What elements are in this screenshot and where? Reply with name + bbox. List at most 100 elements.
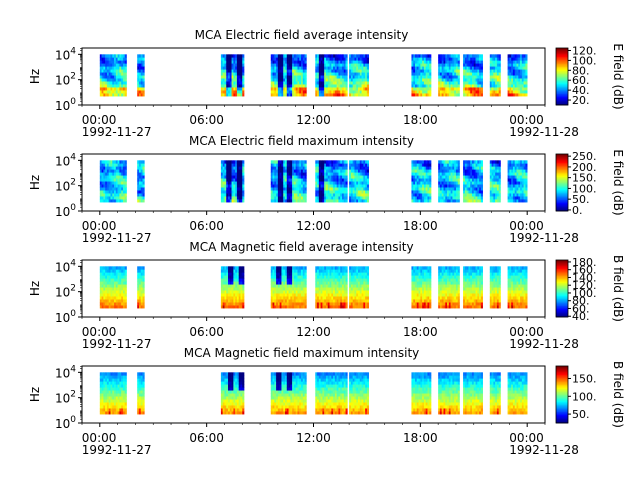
heatmap-cell xyxy=(475,81,478,85)
heatmap-cell xyxy=(286,193,289,197)
heatmap-cell xyxy=(124,305,127,309)
heatmap-cell xyxy=(121,169,124,173)
heatmap-cell xyxy=(142,184,145,188)
heatmap-cell xyxy=(455,175,459,179)
heatmap-cell xyxy=(242,275,245,279)
heatmap-cell xyxy=(231,193,234,197)
heatmap-cell xyxy=(119,184,122,188)
panel-title: MCA Magnetic field average intensity xyxy=(189,240,413,254)
heatmap-cell xyxy=(438,160,441,164)
heatmap-cell xyxy=(327,163,330,167)
heatmap-cell xyxy=(425,81,428,85)
heatmap-cell xyxy=(276,78,279,82)
heatmap-cell xyxy=(231,305,234,309)
colorbar-step xyxy=(556,193,568,196)
colorbar-step xyxy=(556,93,568,96)
heatmap-cell xyxy=(105,305,108,309)
heatmap-cell xyxy=(240,272,243,276)
heatmap-cell xyxy=(110,163,113,167)
heatmap-cell xyxy=(352,166,355,170)
heatmap-cell xyxy=(242,184,245,188)
heatmap-cell xyxy=(366,187,369,191)
heatmap-cell xyxy=(272,175,275,179)
heatmap-cell xyxy=(121,78,124,82)
heatmap-cell xyxy=(496,199,499,203)
heatmap-cell xyxy=(495,90,498,94)
heatmap-cell xyxy=(479,199,482,203)
heatmap-cell xyxy=(124,66,127,70)
heatmap-cell xyxy=(438,178,441,182)
heatmap-cell xyxy=(336,187,339,191)
heatmap-cell xyxy=(233,93,236,97)
heatmap-cell xyxy=(327,302,330,306)
heatmap-cell xyxy=(498,199,501,203)
heatmap-cell xyxy=(509,178,512,182)
heatmap-cell xyxy=(226,272,229,276)
heatmap-cell xyxy=(276,84,279,88)
heatmap-cell xyxy=(236,90,240,94)
heatmap-cell xyxy=(137,299,140,303)
heatmap-cell xyxy=(122,199,126,203)
heatmap-cell xyxy=(103,69,106,73)
heatmap-cell xyxy=(293,172,296,176)
heatmap-cell xyxy=(331,187,334,191)
heatmap-cell xyxy=(356,193,359,197)
heatmap-cell xyxy=(106,275,110,279)
heatmap-cell xyxy=(457,78,460,82)
heatmap-cell xyxy=(301,187,304,191)
heatmap-cell xyxy=(457,160,460,164)
heatmap-cell xyxy=(297,57,300,61)
heatmap-cell xyxy=(471,84,475,88)
heatmap-cell xyxy=(137,281,140,285)
heatmap-cell xyxy=(297,78,300,82)
heatmap-cell xyxy=(507,81,510,85)
heatmap-cell xyxy=(413,54,416,58)
heatmap-cell xyxy=(468,172,471,176)
heatmap-cell xyxy=(315,72,318,76)
heatmap-cell xyxy=(345,284,348,288)
heatmap-cell xyxy=(124,78,127,82)
heatmap-cell xyxy=(507,72,510,76)
heatmap-cell xyxy=(324,78,327,82)
heatmap-cell xyxy=(110,293,113,297)
heatmap-cell xyxy=(468,93,471,97)
heatmap-cell xyxy=(455,60,459,64)
heatmap-cell xyxy=(491,181,494,185)
heatmap-cell xyxy=(479,69,482,73)
heatmap-cell xyxy=(352,184,355,188)
heatmap-cell xyxy=(233,163,236,167)
heatmap-cell xyxy=(511,169,514,173)
heatmap-cell xyxy=(276,175,279,179)
heatmap-cell xyxy=(512,87,516,91)
heatmap-cell xyxy=(333,72,336,76)
heatmap-cell xyxy=(220,287,223,291)
heatmap-cell xyxy=(477,187,480,191)
heatmap-cell xyxy=(119,160,122,164)
heatmap-cell xyxy=(349,63,352,67)
colorbar: 0.50.100.150.200.250. E field (dB) xyxy=(555,149,625,217)
heatmap-cell xyxy=(279,166,282,170)
heatmap-cell xyxy=(114,293,117,297)
heatmap-cell xyxy=(411,93,414,97)
heatmap-cell xyxy=(329,287,332,291)
heatmap-cell xyxy=(445,93,448,97)
heatmap-cell xyxy=(498,184,501,188)
heatmap-cell xyxy=(457,69,460,73)
heatmap-cell xyxy=(105,281,108,285)
heatmap-cell xyxy=(112,87,115,91)
panel-2: MCA Electric field maximum intensity1001… xyxy=(28,134,625,245)
heatmap-cell xyxy=(224,293,227,297)
heatmap-cell xyxy=(327,275,330,279)
heatmap-cell xyxy=(350,187,353,191)
data-segment xyxy=(315,266,348,309)
heatmap-cell xyxy=(363,175,366,179)
heatmap-cell xyxy=(272,272,275,276)
heatmap-cell xyxy=(292,278,295,282)
heatmap-cell xyxy=(137,175,140,179)
heatmap-cell xyxy=(140,199,143,203)
heatmap-cell xyxy=(491,54,494,58)
heatmap-cell xyxy=(279,293,282,297)
heatmap-cell xyxy=(422,54,425,58)
heatmap-cell xyxy=(297,281,300,285)
heatmap-cell xyxy=(302,60,305,64)
